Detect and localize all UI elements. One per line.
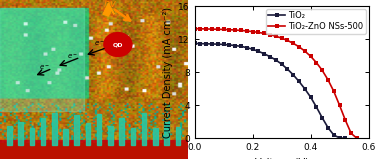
Bar bbox=[63, 128, 68, 145]
TiO₂ bbox=[227, 44, 232, 46]
TiO₂ bbox=[279, 63, 284, 65]
TiO₂ bbox=[222, 44, 226, 45]
TiO₂-ZnO NSs-500 bbox=[355, 137, 359, 139]
TiO₂-ZnO NSs-500 bbox=[332, 90, 336, 92]
Bar bbox=[7, 128, 12, 145]
TiO₂-ZnO NSs-500 bbox=[256, 31, 261, 33]
TiO₂ bbox=[302, 88, 307, 90]
Bar bbox=[119, 120, 124, 145]
Bar bbox=[131, 118, 135, 145]
TiO₂-ZnO NSs-500 bbox=[215, 28, 220, 30]
TiO₂ bbox=[210, 43, 214, 45]
TiO₂-ZnO NSs-500 bbox=[285, 39, 290, 41]
Bar bbox=[142, 113, 146, 145]
Bar bbox=[97, 125, 101, 145]
TiO₂-ZnO NSs-500 bbox=[343, 119, 348, 121]
TiO₂ bbox=[332, 134, 336, 136]
TiO₂ bbox=[291, 74, 296, 76]
TiO₂-ZnO NSs-500 bbox=[198, 28, 203, 30]
Y-axis label: Current Density (mA cm⁻²): Current Density (mA cm⁻²) bbox=[163, 7, 173, 138]
Bar bbox=[0, 8, 84, 111]
TiO₂-ZnO NSs-500 bbox=[210, 28, 214, 30]
TiO₂-ZnO NSs-500 bbox=[262, 32, 266, 34]
Line: TiO₂-ZnO NSs-500: TiO₂-ZnO NSs-500 bbox=[193, 27, 358, 140]
TiO₂-ZnO NSs-500 bbox=[245, 30, 249, 32]
Legend: TiO₂, TiO₂-ZnO NSs-500: TiO₂, TiO₂-ZnO NSs-500 bbox=[266, 9, 366, 34]
TiO₂ bbox=[308, 96, 313, 98]
Text: $e^-$: $e^-$ bbox=[39, 63, 50, 72]
Text: QD: QD bbox=[113, 42, 123, 47]
Polygon shape bbox=[103, 3, 114, 16]
TiO₂ bbox=[239, 45, 243, 47]
Bar bbox=[153, 128, 158, 145]
TiO₂ bbox=[256, 50, 261, 52]
Circle shape bbox=[104, 33, 132, 56]
TiO₂ bbox=[314, 106, 319, 108]
TiO₂-ZnO NSs-500 bbox=[250, 31, 255, 33]
TiO₂-ZnO NSs-500 bbox=[349, 132, 353, 134]
Bar bbox=[0, 143, 187, 159]
Text: $e^-$: $e^-$ bbox=[67, 52, 79, 61]
Bar bbox=[86, 115, 90, 145]
Line: TiO₂: TiO₂ bbox=[193, 42, 347, 140]
Text: $hv$: $hv$ bbox=[103, 0, 117, 9]
TiO₂-ZnO NSs-500 bbox=[233, 29, 237, 31]
TiO₂ bbox=[297, 80, 301, 82]
TiO₂ bbox=[343, 137, 348, 139]
TiO₂-ZnO NSs-500 bbox=[326, 79, 330, 81]
Bar bbox=[175, 125, 180, 145]
TiO₂ bbox=[198, 43, 203, 45]
TiO₂-ZnO NSs-500 bbox=[192, 28, 197, 30]
TiO₂-ZnO NSs-500 bbox=[302, 50, 307, 52]
X-axis label: Voltage (V): Voltage (V) bbox=[255, 158, 308, 159]
TiO₂ bbox=[192, 42, 197, 44]
TiO₂-ZnO NSs-500 bbox=[320, 69, 324, 71]
TiO₂-ZnO NSs-500 bbox=[314, 62, 319, 64]
TiO₂-ZnO NSs-500 bbox=[337, 104, 342, 106]
TiO₂-ZnO NSs-500 bbox=[222, 28, 226, 30]
TiO₂ bbox=[233, 45, 237, 46]
Text: $e^-$: $e^-$ bbox=[93, 39, 105, 48]
TiO₂ bbox=[320, 117, 324, 119]
Bar bbox=[108, 122, 113, 145]
Bar bbox=[52, 126, 56, 145]
Bar bbox=[41, 123, 45, 145]
TiO₂-ZnO NSs-500 bbox=[268, 34, 272, 36]
Bar bbox=[74, 114, 79, 145]
TiO₂-ZnO NSs-500 bbox=[308, 55, 313, 57]
TiO₂ bbox=[337, 137, 342, 139]
TiO₂ bbox=[268, 56, 272, 58]
TiO₂-ZnO NSs-500 bbox=[291, 42, 296, 44]
TiO₂ bbox=[285, 68, 290, 70]
TiO₂ bbox=[204, 43, 209, 45]
TiO₂-ZnO NSs-500 bbox=[239, 29, 243, 31]
TiO₂ bbox=[262, 53, 266, 55]
TiO₂-ZnO NSs-500 bbox=[274, 35, 278, 37]
TiO₂ bbox=[245, 47, 249, 48]
Bar bbox=[19, 128, 23, 145]
TiO₂-ZnO NSs-500 bbox=[279, 37, 284, 39]
TiO₂ bbox=[215, 43, 220, 45]
Bar bbox=[29, 121, 34, 145]
TiO₂ bbox=[326, 127, 330, 129]
TiO₂ bbox=[250, 48, 255, 50]
TiO₂ bbox=[274, 59, 278, 61]
TiO₂-ZnO NSs-500 bbox=[227, 29, 232, 31]
TiO₂-ZnO NSs-500 bbox=[204, 28, 209, 30]
Bar bbox=[164, 117, 169, 145]
TiO₂-ZnO NSs-500 bbox=[297, 46, 301, 48]
